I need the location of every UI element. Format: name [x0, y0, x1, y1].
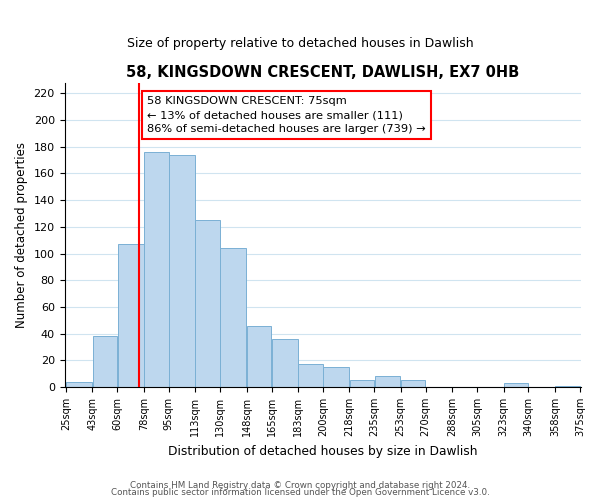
Bar: [196, 220, 220, 387]
Text: Contains public sector information licensed under the Open Government Licence v3: Contains public sector information licen…: [110, 488, 490, 497]
Title: 58, KINGSDOWN CRESCENT, DAWLISH, EX7 0HB: 58, KINGSDOWN CRESCENT, DAWLISH, EX7 0HB: [126, 65, 520, 80]
Bar: [247, 326, 271, 387]
X-axis label: Distribution of detached houses by size in Dawlish: Distribution of detached houses by size …: [168, 444, 478, 458]
Text: Size of property relative to detached houses in Dawlish: Size of property relative to detached ho…: [127, 38, 473, 51]
Bar: [66, 382, 92, 387]
Bar: [555, 386, 580, 387]
Bar: [298, 364, 323, 387]
Text: Contains HM Land Registry data © Crown copyright and database right 2024.: Contains HM Land Registry data © Crown c…: [130, 480, 470, 490]
Text: 58 KINGSDOWN CRESCENT: 75sqm
← 13% of detached houses are smaller (111)
86% of s: 58 KINGSDOWN CRESCENT: 75sqm ← 13% of de…: [147, 96, 426, 134]
Bar: [350, 380, 374, 387]
Bar: [169, 154, 195, 387]
Bar: [144, 152, 169, 387]
Bar: [323, 367, 349, 387]
Bar: [118, 244, 143, 387]
Bar: [92, 336, 117, 387]
Bar: [272, 339, 298, 387]
Bar: [401, 380, 425, 387]
Bar: [220, 248, 247, 387]
Y-axis label: Number of detached properties: Number of detached properties: [15, 142, 28, 328]
Bar: [504, 383, 528, 387]
Bar: [374, 376, 400, 387]
